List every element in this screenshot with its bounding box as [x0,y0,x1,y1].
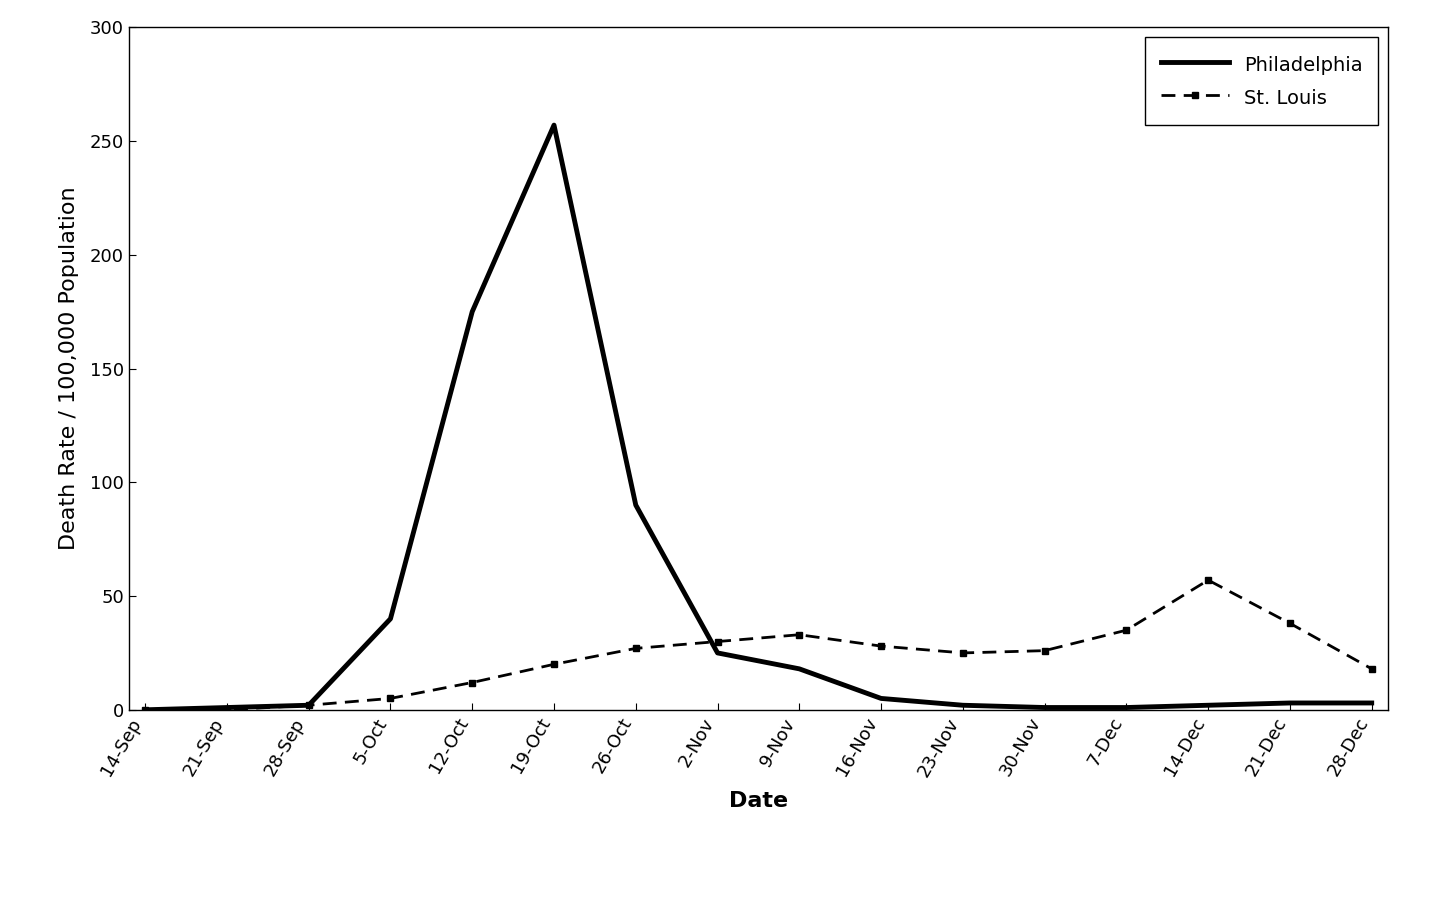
St. Louis [873,641,890,652]
Philadelphia [464,306,481,317]
St. Louis [219,704,236,715]
St. Louis [1281,618,1298,629]
St. Louis [301,700,318,711]
Philadelphia [627,500,644,511]
St. Louis [627,642,644,653]
St. Louis [1118,624,1135,635]
St. Louis [1199,575,1216,586]
Philadelphia [301,700,318,711]
X-axis label: Date: Date [728,791,788,811]
St. Louis [136,704,153,715]
Line: St. Louis: St. Louis [142,577,1375,713]
St. Louis [708,636,726,647]
Line: Philadelphia: Philadelphia [145,125,1372,710]
Philadelphia [791,663,809,674]
Philadelphia [708,648,726,659]
Philadelphia [954,700,972,711]
Philadelphia [1281,697,1298,708]
Philadelphia [545,119,562,130]
Philadelphia [1036,703,1053,713]
St. Louis [382,693,399,704]
Philadelphia [1118,703,1135,713]
Philadelphia [136,704,153,715]
Philadelphia [382,613,399,624]
Philadelphia [1199,700,1216,711]
St. Louis [464,677,481,688]
Philadelphia [873,693,890,704]
St. Louis [954,648,972,659]
St. Louis [1364,663,1381,674]
Philadelphia [1364,697,1381,708]
Y-axis label: Death Rate / 100,000 Population: Death Rate / 100,000 Population [59,187,79,551]
Philadelphia [219,703,236,713]
St. Louis [1036,645,1053,656]
St. Louis [791,630,809,641]
Legend: Philadelphia, St. Louis: Philadelphia, St. Louis [1145,37,1378,126]
St. Louis [545,659,562,670]
